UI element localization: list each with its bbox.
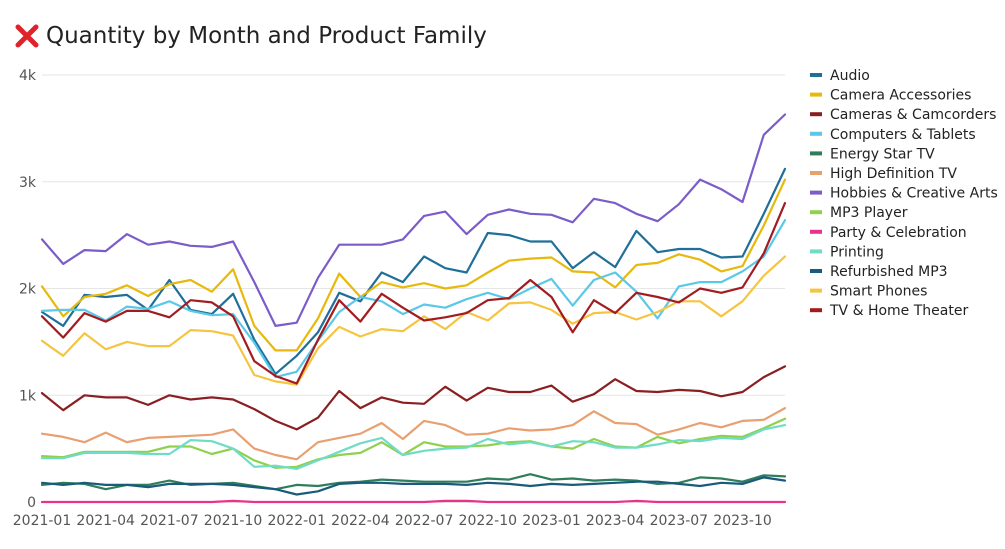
series-line-hobbies-creative-arts <box>40 113 787 327</box>
series-line-cameras-camcorders <box>40 365 787 431</box>
legend-swatch <box>810 308 822 313</box>
x-tick-label: 2023-01 <box>522 513 581 529</box>
x-tick-label: 2021-10 <box>204 513 263 529</box>
y-tick-label: 1k <box>19 388 37 404</box>
legend-label: Printing <box>830 244 884 260</box>
y-tick-label: 0 <box>27 495 36 511</box>
x-tick-label: 2022-04 <box>331 513 390 529</box>
legend-label: Hobbies & Creative Arts <box>830 186 998 202</box>
series-lines <box>40 113 787 504</box>
legend-label: TV & Home Theater <box>829 303 968 319</box>
legend-swatch <box>810 190 822 195</box>
legend-label: Cameras & Camcorders <box>830 107 996 123</box>
series-line-energy-star-tv <box>40 473 787 491</box>
legend-swatch <box>810 92 822 97</box>
chart-title: Quantity by Month and Product Family <box>46 23 487 49</box>
series-line-camera-accessories <box>40 178 787 352</box>
series-line-computers-tablets <box>40 219 787 379</box>
series-line-refurbished-mp3 <box>40 476 787 496</box>
y-tick-label: 4k <box>19 68 37 84</box>
x-tick-label: 2023-04 <box>586 513 645 529</box>
legend-label: Computers & Tablets <box>830 127 976 143</box>
x-tick-label: 2022-07 <box>395 513 454 529</box>
legend-label: Smart Phones <box>830 284 927 300</box>
legend-swatch <box>810 151 822 156</box>
x-tick-label: 2021-04 <box>76 513 135 529</box>
y-axis-ticks: 0 1k 2k 3k 4k <box>19 68 37 511</box>
series-line-smart-phones <box>40 255 787 386</box>
x-tick-label: 2021-01 <box>13 513 72 529</box>
y-tick-label: 3k <box>19 175 37 191</box>
red-x-icon <box>15 24 39 48</box>
legend-label: Audio <box>830 68 870 84</box>
legend-swatch <box>810 269 822 273</box>
x-tick-label: 2022-01 <box>267 513 326 529</box>
legend-label: Refurbished MP3 <box>830 264 948 280</box>
legend-swatch <box>810 288 822 293</box>
legend-swatch <box>810 171 822 175</box>
x-tick-label: 2023-10 <box>713 513 772 529</box>
legend-swatch <box>810 229 822 234</box>
series-line-party-celebration <box>40 499 787 504</box>
series-line-printing <box>40 424 787 470</box>
series-line-mp3-player <box>40 417 787 469</box>
x-axis-ticks: 2021-01 2021-04 2021-07 2021-10 2022-01 2022-… <box>13 513 772 529</box>
series-line-tv-home-theater <box>40 202 787 385</box>
legend-label: Party & Celebration <box>830 225 967 241</box>
series-line-audio <box>40 167 787 375</box>
legend-label: MP3 Player <box>830 205 908 221</box>
legend-swatch <box>810 210 822 215</box>
y-tick-label: 2k <box>19 282 37 298</box>
x-tick-label: 2021-07 <box>140 513 199 529</box>
legend-swatch <box>810 73 822 77</box>
legend-label: Energy Star TV <box>830 146 935 162</box>
legend-label: High Definition TV <box>830 166 957 182</box>
legend-label: Camera Accessories <box>830 88 971 104</box>
legend-swatch <box>810 249 822 254</box>
x-tick-label: 2022-10 <box>459 513 518 529</box>
series-line-high-definition-tv <box>40 407 787 461</box>
legend-swatch <box>810 112 822 117</box>
legend: Audio Camera Accessories Cameras & Camcord… <box>810 68 998 319</box>
legend-swatch <box>810 131 822 136</box>
chart-title-bar: Quantity by Month and Product Family <box>14 20 487 52</box>
x-tick-label: 2023-07 <box>650 513 709 529</box>
